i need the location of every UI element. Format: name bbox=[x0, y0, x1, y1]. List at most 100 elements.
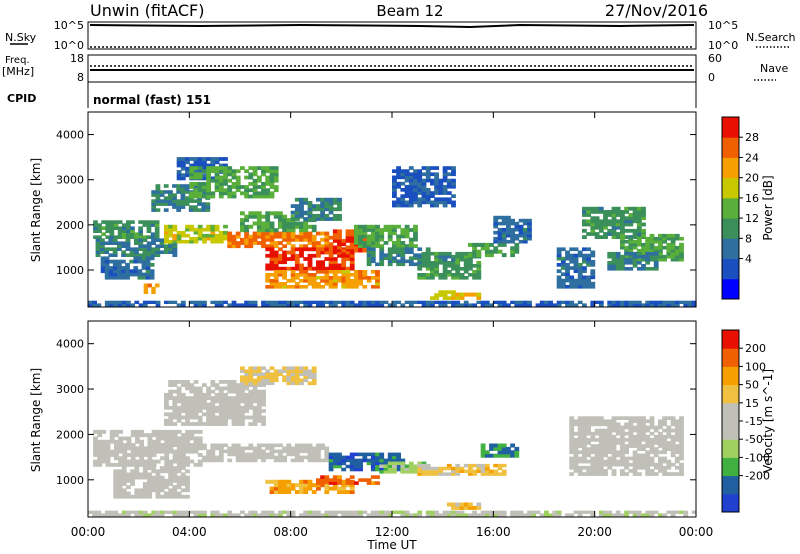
data-cell bbox=[446, 178, 452, 183]
data-cell bbox=[227, 380, 233, 384]
data-cell bbox=[341, 276, 347, 280]
data-cell bbox=[658, 419, 663, 424]
data-cell bbox=[139, 446, 144, 451]
data-cell bbox=[670, 450, 676, 455]
data-cell bbox=[311, 483, 317, 488]
data-cell bbox=[679, 465, 684, 470]
data-cell bbox=[130, 443, 136, 447]
data-cell bbox=[256, 194, 262, 199]
data-cell bbox=[256, 369, 262, 373]
data-cell bbox=[392, 470, 397, 474]
data-cell bbox=[172, 239, 178, 244]
data-cell bbox=[628, 251, 634, 256]
data-cell bbox=[349, 248, 355, 253]
data-cell bbox=[607, 219, 613, 224]
data-cell bbox=[240, 375, 245, 379]
data-cell bbox=[522, 230, 528, 235]
data-cell bbox=[248, 422, 254, 426]
data-cell bbox=[294, 276, 300, 280]
data-cell bbox=[278, 458, 283, 463]
data-cell bbox=[155, 475, 161, 480]
data-cell bbox=[265, 221, 271, 226]
data-cell bbox=[349, 285, 355, 289]
data-cell bbox=[620, 456, 625, 461]
data-cell bbox=[417, 172, 423, 177]
data-cell bbox=[269, 253, 275, 258]
data-cell bbox=[658, 303, 663, 307]
data-cell bbox=[582, 266, 587, 270]
data-cell bbox=[434, 257, 439, 262]
data-cell bbox=[155, 184, 161, 188]
data-cell bbox=[345, 513, 351, 517]
data-cell bbox=[121, 510, 127, 514]
data-cell bbox=[328, 282, 334, 286]
data-cell bbox=[679, 428, 684, 433]
data-cell bbox=[337, 475, 342, 479]
data-cell bbox=[294, 221, 300, 226]
data-cell bbox=[227, 383, 233, 387]
data-cell bbox=[269, 282, 275, 286]
data-cell bbox=[387, 262, 393, 267]
data-cell bbox=[129, 253, 135, 257]
data-cell bbox=[598, 456, 604, 461]
data-cell bbox=[645, 444, 651, 448]
data-cell bbox=[138, 513, 144, 517]
data-cell bbox=[430, 251, 435, 256]
data-cell bbox=[286, 279, 292, 283]
data-cell bbox=[307, 483, 313, 488]
data-cell bbox=[328, 257, 334, 261]
data-cell bbox=[573, 510, 579, 514]
data-cell bbox=[392, 169, 397, 173]
data-cell bbox=[146, 253, 152, 257]
data-cell bbox=[662, 441, 667, 445]
data-cell bbox=[459, 267, 465, 271]
data-cell bbox=[160, 443, 165, 447]
data-cell bbox=[476, 513, 482, 517]
data-cell bbox=[370, 276, 376, 280]
data-cell bbox=[290, 204, 296, 208]
data-cell bbox=[510, 246, 515, 251]
data-cell bbox=[299, 250, 304, 255]
data-cell bbox=[125, 272, 130, 277]
data-cell bbox=[151, 300, 157, 304]
data-cell bbox=[653, 251, 659, 256]
data-cell bbox=[632, 254, 638, 259]
data-cell bbox=[670, 254, 676, 259]
data-cell bbox=[522, 233, 528, 238]
data-cell bbox=[151, 469, 157, 474]
data-cell bbox=[577, 281, 583, 286]
data-cell bbox=[252, 211, 258, 216]
data-cell bbox=[413, 188, 418, 192]
data-cell bbox=[168, 396, 173, 400]
data-cell bbox=[311, 510, 317, 514]
data-cell bbox=[278, 303, 283, 307]
data-cell bbox=[311, 213, 317, 218]
data-cell bbox=[129, 269, 134, 274]
data-cell bbox=[413, 178, 418, 183]
data-cell bbox=[210, 230, 216, 235]
data-cell bbox=[189, 194, 195, 199]
data-cell bbox=[299, 207, 304, 212]
data-cell bbox=[345, 282, 351, 286]
data-cell bbox=[202, 422, 207, 426]
data-cell bbox=[653, 450, 659, 455]
data-cell bbox=[172, 227, 178, 232]
data-cell bbox=[421, 172, 427, 177]
data-cell bbox=[345, 483, 351, 488]
data-cell bbox=[607, 425, 613, 430]
data-cell bbox=[206, 175, 211, 180]
data-cell bbox=[400, 250, 406, 254]
data-cell bbox=[463, 502, 469, 507]
data-cell bbox=[307, 449, 313, 454]
data-cell bbox=[396, 172, 401, 177]
data-cell bbox=[615, 210, 621, 214]
data-cell bbox=[645, 469, 651, 473]
data-cell bbox=[294, 285, 300, 289]
data-cell bbox=[155, 196, 161, 200]
data-cell bbox=[362, 455, 368, 460]
data-cell bbox=[256, 214, 262, 219]
data-cell bbox=[341, 266, 347, 271]
data-cell bbox=[354, 452, 359, 457]
data-cell bbox=[180, 422, 186, 426]
data-cell bbox=[235, 185, 241, 189]
